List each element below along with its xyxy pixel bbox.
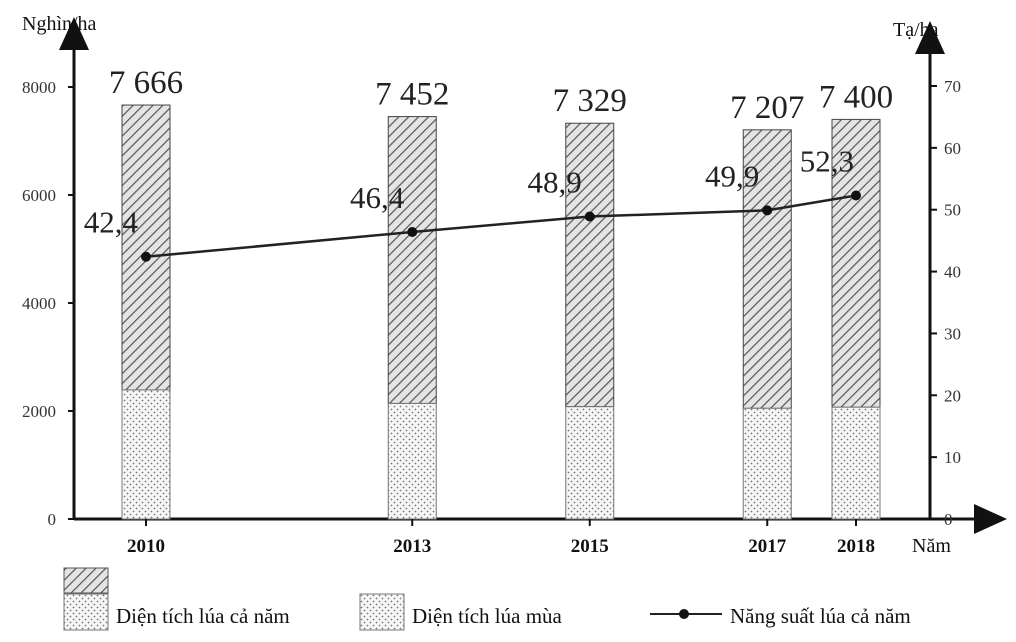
yield-point	[851, 190, 861, 201]
x-tick-label: 2013	[393, 536, 431, 557]
yield-point	[407, 226, 418, 237]
left-tick-label: 0	[48, 510, 57, 529]
left-tick-label: 4000	[22, 294, 56, 313]
bar-total-area	[121, 104, 171, 391]
yield-label: 42,4	[84, 205, 139, 240]
bar-mua-area	[742, 407, 792, 520]
right-tick-label: 40	[944, 263, 961, 282]
yield-label: 52,3	[800, 143, 854, 178]
right-axis-title: Tạ/ha	[893, 19, 939, 41]
x-axis-title: Năm	[912, 535, 951, 557]
left-tick-label: 6000	[22, 186, 56, 205]
bar-total-area	[387, 116, 437, 404]
yield-label: 46,4	[350, 180, 405, 215]
bar-mua-area	[831, 406, 881, 520]
legend-swatch-hatch	[63, 567, 109, 594]
bar-mua-area	[565, 406, 615, 520]
legend-label-total: Diện tích lúa cả năm	[116, 604, 290, 628]
yield-point	[762, 205, 773, 216]
total-label-group: 7 666 7 452 7 329 7 207 7 400	[109, 65, 893, 126]
legend-label-mua: Diện tích lúa mùa	[412, 604, 563, 628]
yield-line-group: 42,4 46,4 48,9 49,9 52,3	[84, 143, 861, 262]
yield-label: 49,9	[705, 158, 759, 193]
left-axis-ticks: 0 2000 4000 6000 8000	[22, 78, 74, 529]
right-tick-label: 0	[944, 510, 953, 529]
yield-point	[141, 251, 151, 262]
bar-total-label: 7 452	[375, 77, 449, 113]
bar-group	[121, 104, 881, 520]
yield-label: 48,9	[528, 165, 582, 200]
x-tick-label: 2015	[571, 536, 609, 557]
bar-total-label: 7 666	[109, 65, 183, 101]
right-tick-label: 60	[944, 139, 961, 158]
bar-total-label: 7 400	[819, 79, 893, 115]
year-label-group: 2010 2013 2015 2017 2018	[127, 519, 875, 557]
left-tick-label: 2000	[22, 402, 56, 421]
bar-mua-area	[387, 402, 437, 520]
yield-point	[584, 211, 595, 222]
right-tick-label: 10	[944, 448, 961, 467]
right-tick-label: 50	[944, 201, 961, 220]
right-tick-label: 30	[944, 324, 961, 343]
x-tick-label: 2010	[127, 536, 165, 557]
legend-label-yield: Năng suất lúa cả năm	[730, 604, 911, 628]
legend-swatch-mua	[359, 593, 405, 631]
left-axis-title: Nghìn/ha	[22, 13, 97, 35]
bar-mua-area	[121, 389, 171, 520]
legend-swatch-total	[63, 593, 109, 631]
bar-total-label: 7 207	[730, 90, 804, 126]
right-tick-label: 70	[944, 77, 961, 96]
left-tick-label: 8000	[22, 78, 56, 97]
right-axis-ticks: 0 10 20 30 40 50 60 70	[930, 77, 961, 529]
right-tick-label: 20	[944, 386, 961, 405]
bar-total-label: 7 329	[553, 83, 627, 119]
x-tick-label: 2018	[837, 536, 875, 557]
x-tick-label: 2017	[748, 536, 787, 557]
legend-line-marker	[679, 609, 689, 619]
legend: Diện tích lúa cả năm Diện tích lúa mùa N…	[63, 567, 911, 631]
